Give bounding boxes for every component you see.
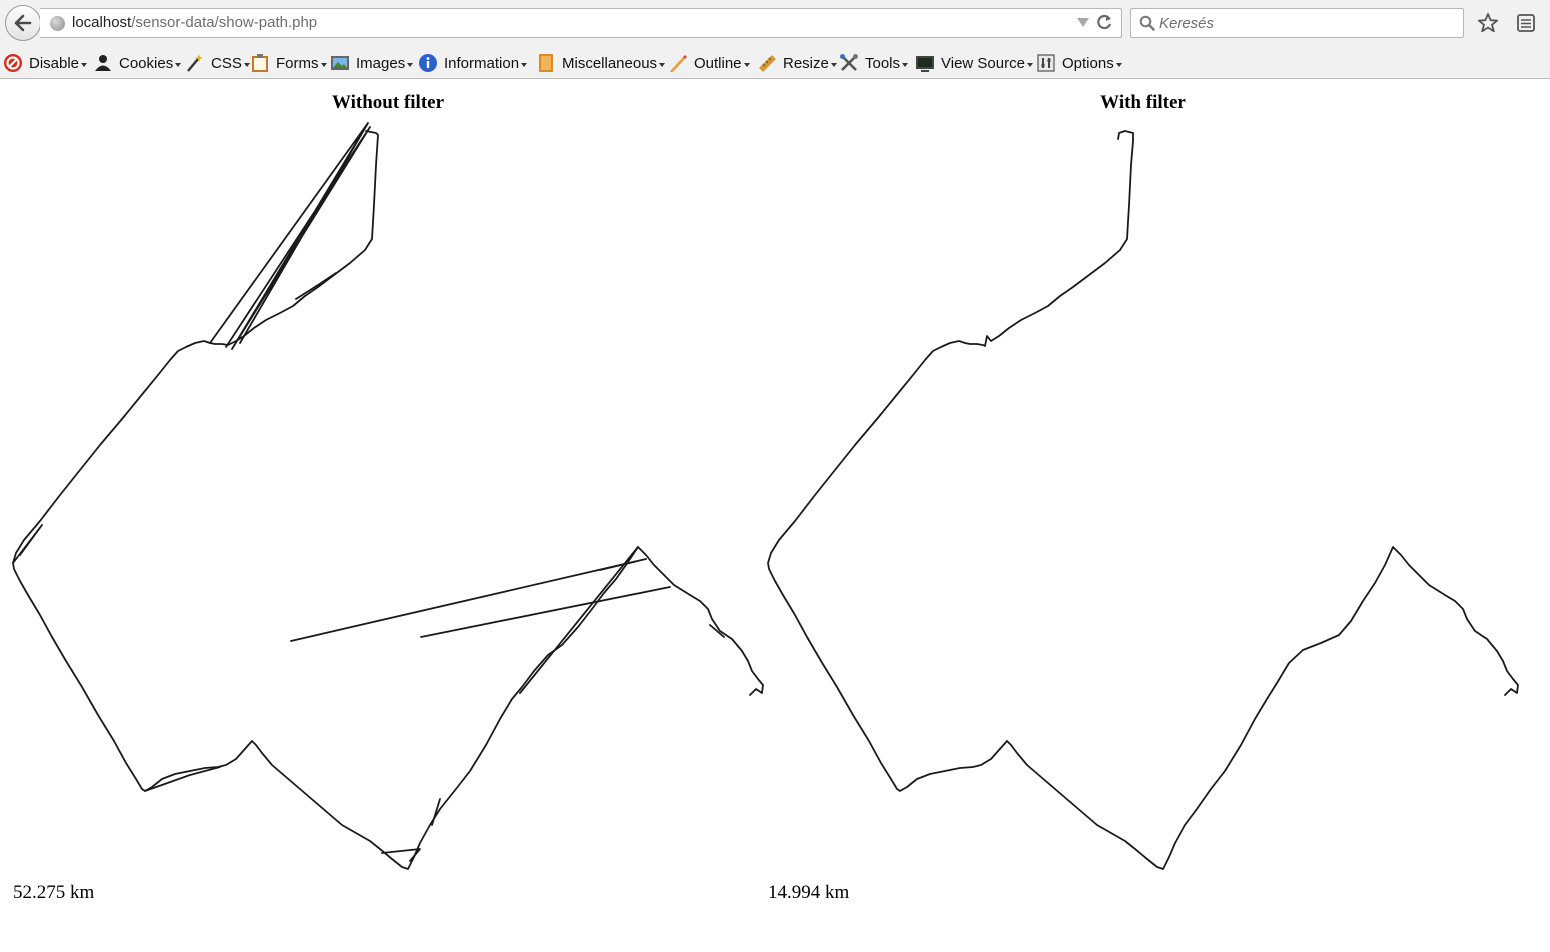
toolbar-item-label: Tools <box>865 54 901 72</box>
back-button[interactable] <box>5 5 41 41</box>
resize-ruler-icon <box>757 53 777 73</box>
toolbar-item-label: Options <box>1062 54 1114 72</box>
unfiltered-outlier-segment-short <box>420 586 671 638</box>
unfiltered-gps-track <box>12 130 764 870</box>
dropdown-caret-icon <box>743 62 750 67</box>
dropdown-caret-icon <box>659 62 666 67</box>
toolbar-item-label: Information <box>444 54 520 72</box>
toolbar-resize-menu[interactable]: Resize <box>757 50 837 76</box>
dropdown-caret-icon <box>1115 62 1122 67</box>
information-icon <box>418 53 438 73</box>
browser-chrome: localhost/sensor-data/show-path.php Disa… <box>0 0 1550 79</box>
unfiltered-jitter-southwest <box>144 766 221 792</box>
search-icon <box>1139 15 1155 31</box>
filtered-gps-track <box>767 130 1519 870</box>
toolbar-item-label: Forms <box>276 54 319 72</box>
tools-icon <box>839 53 859 73</box>
css-wand-icon <box>185 53 205 73</box>
dropdown-caret-icon <box>521 62 528 67</box>
toolbar-view-source-menu[interactable]: View Source <box>915 50 1033 76</box>
web-developer-toolbar: Disable Cookies CSS Forms Images Informa… <box>0 50 1550 76</box>
history-dropdown-icon[interactable] <box>1077 18 1089 27</box>
url-host: localhost <box>72 14 132 31</box>
unfiltered-jitter-east <box>709 624 725 638</box>
dropdown-caret-icon <box>902 62 909 67</box>
images-icon <box>330 53 350 73</box>
dropdown-caret-icon <box>320 62 327 67</box>
toolbar-item-label: Disable <box>29 54 80 72</box>
unfiltered-jitter-north <box>295 272 337 300</box>
dropdown-caret-icon <box>243 62 250 67</box>
toolbar-miscellaneous-menu[interactable]: Miscellaneous <box>536 50 666 76</box>
toolbar-css-menu[interactable]: CSS <box>185 50 250 76</box>
with-filter-distance: 14.994 km <box>768 882 850 903</box>
with-filter-title: With filter <box>1100 92 1186 113</box>
filtered-path-map <box>767 130 1519 870</box>
search-bar[interactable] <box>1130 8 1464 38</box>
bookmark-star-icon[interactable] <box>1477 12 1499 34</box>
toolbar-options-menu[interactable]: Options <box>1036 50 1122 76</box>
url-text: localhost/sensor-data/show-path.php <box>72 14 317 31</box>
unfiltered-path-map <box>12 122 764 870</box>
toolbar-item-label: Cookies <box>119 54 174 72</box>
unfiltered-outlier-segment-long <box>290 558 647 642</box>
toolbar-tools-menu[interactable]: Tools <box>839 50 909 76</box>
globe-icon <box>50 16 65 31</box>
toolbar-disable-menu[interactable]: Disable <box>3 50 88 76</box>
toolbar-cookies-menu[interactable]: Cookies <box>93 50 182 76</box>
unfiltered-jitter-south <box>381 848 421 862</box>
without-filter-distance: 52.275 km <box>13 882 95 903</box>
back-arrow-icon <box>14 14 32 32</box>
options-icon <box>1036 53 1056 73</box>
dropdown-caret-icon <box>81 62 88 67</box>
toolbar-item-label: Resize <box>783 54 829 72</box>
search-input[interactable] <box>1159 12 1455 34</box>
unfiltered-jitter-spur <box>431 798 441 826</box>
toolbar-item-label: Outline <box>694 54 742 72</box>
url-bar[interactable]: localhost/sensor-data/show-path.php <box>40 8 1122 38</box>
dropdown-caret-icon <box>175 62 182 67</box>
unfiltered-jitter-west <box>12 524 43 564</box>
toolbar-information-menu[interactable]: Information <box>418 50 528 76</box>
url-path: /sensor-data/show-path.php <box>131 14 318 31</box>
navigation-bar: localhost/sensor-data/show-path.php <box>0 0 1550 46</box>
toolbar-item-label: Images <box>356 54 406 72</box>
dropdown-caret-icon <box>830 62 837 67</box>
unfiltered-outlier-shortcut <box>519 546 639 694</box>
toolbar-images-menu[interactable]: Images <box>330 50 414 76</box>
outline-pencil-icon <box>668 53 688 73</box>
bookmarks-list-icon[interactable] <box>1516 13 1536 33</box>
disable-icon <box>3 53 23 73</box>
reload-icon[interactable] <box>1096 14 1113 31</box>
forms-clipboard-icon <box>250 53 270 73</box>
cookies-icon <box>93 53 113 73</box>
view-source-monitor-icon <box>915 53 935 73</box>
toolbar-item-label: CSS <box>211 54 242 72</box>
dropdown-caret-icon <box>1026 62 1033 67</box>
toolbar-item-label: View Source <box>941 54 1025 72</box>
toolbar-item-label: Miscellaneous <box>562 54 658 72</box>
toolbar-forms-menu[interactable]: Forms <box>250 50 327 76</box>
dropdown-caret-icon <box>407 62 414 67</box>
miscellaneous-book-icon <box>536 53 556 73</box>
without-filter-title: Without filter <box>331 92 445 113</box>
toolbar-outline-menu[interactable]: Outline <box>668 50 750 76</box>
unfiltered-outlier-spike-north <box>209 122 371 350</box>
